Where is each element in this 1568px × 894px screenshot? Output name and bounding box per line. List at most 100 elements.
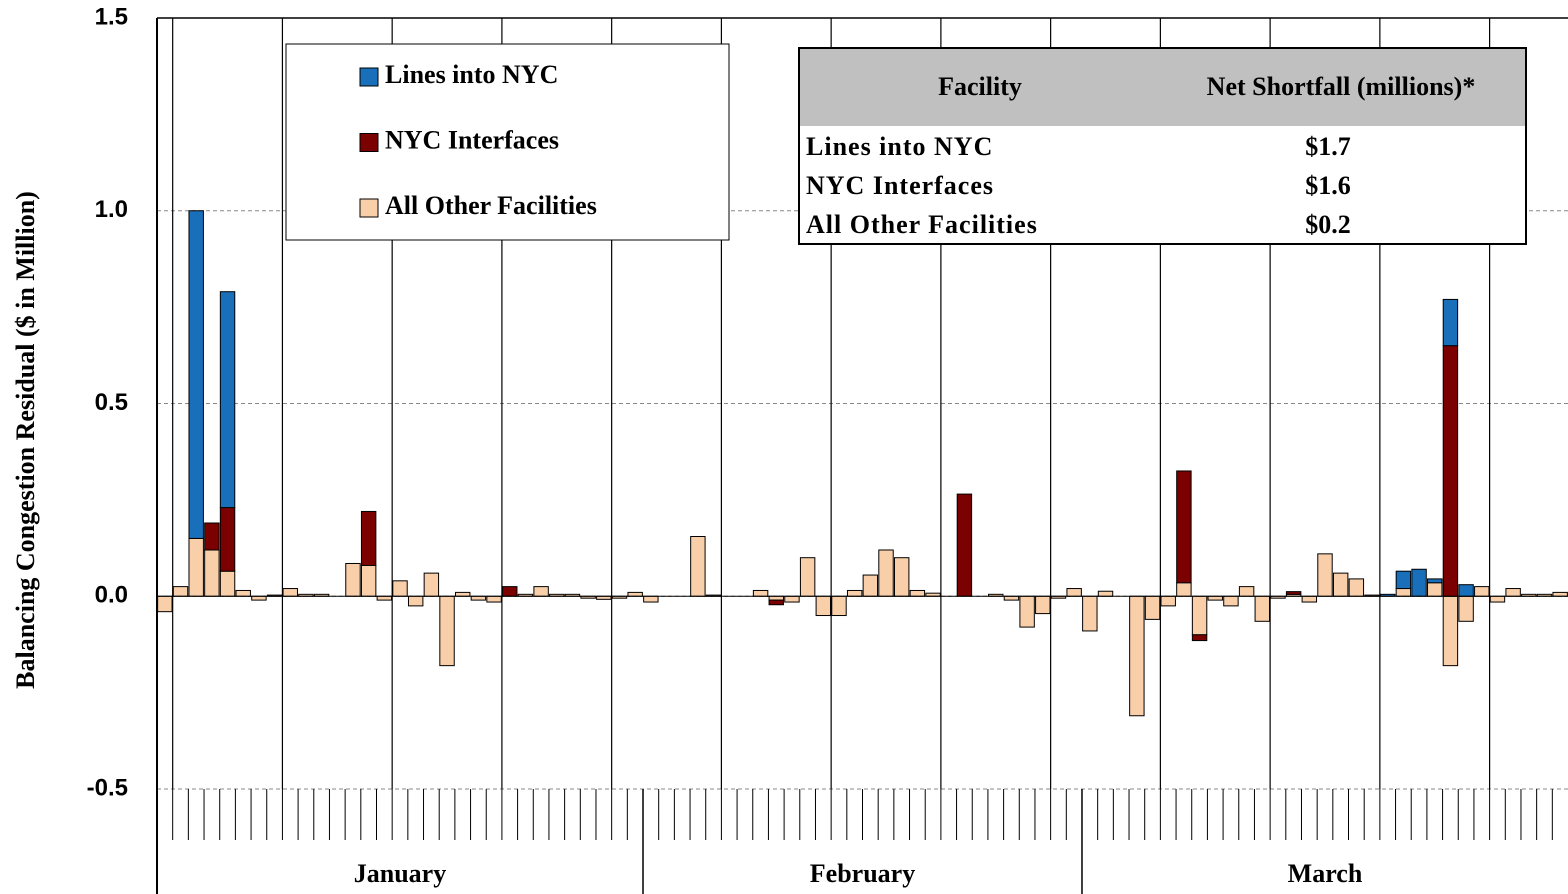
y-axis-label: Balancing Congestion Residual ($ in Mill…: [11, 191, 40, 689]
y-tick-label: 1.0: [95, 196, 128, 223]
bar-segment: [502, 586, 518, 597]
bar-segment: [643, 595, 659, 603]
bar-segment: [690, 535, 706, 597]
bar-segment: [909, 589, 926, 597]
bar-segment: [235, 589, 251, 597]
bar-segment: [1427, 582, 1443, 597]
bar-segment: [172, 586, 189, 597]
legend-label: Lines into NYC: [385, 60, 558, 89]
bar-segment: [1082, 595, 1098, 632]
bar-segment: [1395, 570, 1412, 590]
bar-segment: [1207, 595, 1223, 601]
bar-segment: [1097, 590, 1114, 597]
bar-segment: [1160, 595, 1176, 607]
bar-segment: [1489, 595, 1506, 603]
y-tick-label: 0.5: [95, 389, 128, 416]
bar-segment: [815, 595, 832, 617]
month-label: January: [354, 859, 446, 888]
bar-segment: [799, 557, 816, 597]
bar-segment: [1144, 595, 1161, 620]
bar-segment: [831, 595, 847, 617]
bar-segment: [1176, 582, 1192, 597]
bar-segment: [157, 595, 173, 613]
bar-segment: [1191, 634, 1208, 642]
bar-segment: [455, 591, 471, 597]
bar-segment: [345, 562, 361, 597]
bar-segment: [1332, 572, 1349, 597]
bar-segment: [1223, 595, 1239, 607]
bar-segment: [1442, 595, 1459, 667]
bar-segment: [1035, 595, 1051, 615]
legend-swatch: [359, 198, 379, 218]
bar-segment: [1395, 588, 1412, 597]
bar-segment: [219, 570, 236, 597]
table-cell: NYC Interfaces: [806, 171, 994, 200]
bar-segment: [1019, 595, 1035, 628]
table-cell: Lines into NYC: [806, 132, 993, 161]
bar-segment: [893, 557, 910, 597]
table-cell: $1.7: [1305, 132, 1351, 161]
bar-segment: [1411, 568, 1427, 597]
bar-segment: [1066, 588, 1082, 597]
bar-segment: [1317, 553, 1333, 597]
bar-segment: [1442, 345, 1459, 597]
table-header: Net Shortfall (millions)*: [1207, 72, 1476, 101]
bar-segment: [392, 580, 408, 597]
y-tick-label: 0.0: [95, 582, 128, 609]
bar-segment: [1003, 595, 1020, 601]
table-header-bg: [800, 49, 1525, 126]
bar-segment: [204, 522, 220, 551]
bar-segment: [784, 595, 800, 603]
bar-segment: [360, 510, 377, 566]
month-label: February: [810, 859, 915, 888]
bar-segment: [752, 589, 769, 597]
bar-segment: [1129, 595, 1145, 717]
legend-label: All Other Facilities: [385, 191, 597, 220]
bar-segment: [1238, 586, 1255, 597]
bar-segment: [1254, 595, 1270, 622]
bar-segment: [360, 564, 377, 597]
bar-segment: [862, 574, 879, 597]
bar-segment: [1505, 588, 1521, 597]
bar-segment: [251, 595, 267, 601]
y-tick-label: -0.5: [87, 774, 128, 801]
bar-segment: [1458, 584, 1474, 597]
bar-segment: [1285, 591, 1302, 595]
bar-segment: [533, 586, 549, 597]
bar-segment: [1458, 595, 1474, 622]
bar-segment: [1442, 298, 1459, 347]
table-cell: $0.2: [1305, 210, 1351, 239]
y-tick-label: 1.5: [95, 3, 128, 30]
bar-segment: [1191, 595, 1208, 636]
bar-segment: [407, 595, 424, 607]
bar-segment: [204, 549, 220, 597]
bar-segment: [219, 291, 236, 509]
bar-segment: [768, 599, 784, 606]
bar-segment: [627, 591, 643, 597]
bar-segment: [470, 595, 487, 601]
bar-segment: [486, 595, 502, 603]
bar-segment: [439, 595, 455, 667]
bar-segment: [768, 595, 784, 601]
bar-segment: [282, 588, 298, 597]
month-label: March: [1288, 859, 1363, 888]
bar-segment: [878, 549, 894, 597]
bar-segment: [376, 595, 393, 601]
bar-segment: [1301, 595, 1318, 603]
bar-segment: [1474, 586, 1490, 597]
table-cell: $1.6: [1305, 171, 1351, 200]
bar-segment: [1176, 470, 1192, 584]
table-header: Facility: [938, 72, 1022, 101]
bar-segment: [846, 589, 863, 597]
bar-segment: [219, 507, 236, 572]
bar-segment: [423, 572, 440, 597]
table-cell: All Other Facilities: [806, 210, 1038, 239]
bar-segment: [1348, 578, 1365, 597]
bar-segment: [1427, 578, 1443, 584]
legend-swatch: [359, 133, 379, 152]
legend-label: NYC Interfaces: [385, 125, 559, 154]
bar-segment: [956, 493, 973, 597]
bar-segment: [188, 537, 204, 597]
bar-segment: [1552, 591, 1568, 597]
